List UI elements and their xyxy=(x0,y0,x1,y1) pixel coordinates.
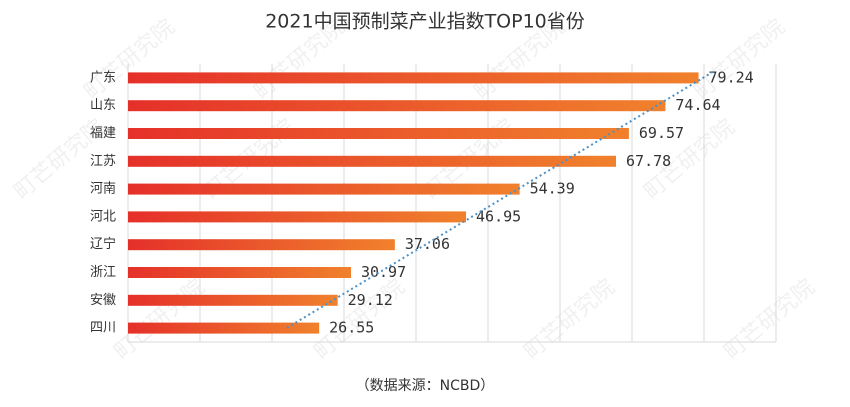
bar xyxy=(128,128,629,139)
y-tick-label: 安徽 xyxy=(90,293,116,308)
bar xyxy=(128,267,351,278)
y-tick-label: 山东 xyxy=(90,98,116,113)
watermark: 町芒研究院 xyxy=(80,15,180,105)
y-tick-label: 河南 xyxy=(90,181,116,197)
y-tick-label: 福建 xyxy=(90,126,116,141)
bar xyxy=(128,322,320,334)
source-note: （数据来源：NCBD） xyxy=(356,378,495,394)
chart-title: 2021中国预制菜产业指数TOP10省份 xyxy=(265,11,585,33)
value-label: 46.95 xyxy=(476,207,521,225)
watermark: 町芒研究院 xyxy=(520,275,620,365)
value-label: 26.55 xyxy=(329,319,374,337)
value-label: 37.06 xyxy=(405,235,450,253)
bar xyxy=(128,211,467,223)
value-label: 67.78 xyxy=(626,152,671,170)
bar xyxy=(128,183,520,195)
value-label: 30.97 xyxy=(361,263,406,281)
watermark: 町芒研究院 xyxy=(720,275,820,365)
value-label: 74.64 xyxy=(675,96,720,114)
y-tick-label: 浙江 xyxy=(90,265,116,280)
y-tick-label: 江苏 xyxy=(90,153,116,169)
y-tick-label: 辽宁 xyxy=(90,236,116,252)
value-label: 54.39 xyxy=(530,180,575,198)
value-label: 79.24 xyxy=(709,68,754,86)
bar xyxy=(128,239,395,251)
bar xyxy=(128,294,338,306)
y-tick-label: 广东 xyxy=(90,70,116,85)
bar xyxy=(128,100,666,112)
y-tick-label: 四川 xyxy=(90,321,116,336)
bar xyxy=(128,155,617,167)
bar xyxy=(128,72,699,84)
watermark: 町芒研究院 xyxy=(110,275,210,365)
watermark: 町芒研究院 xyxy=(690,15,790,105)
value-label: 29.12 xyxy=(348,291,393,309)
y-tick-label: 河北 xyxy=(90,209,116,224)
value-label: 69.57 xyxy=(639,124,684,142)
